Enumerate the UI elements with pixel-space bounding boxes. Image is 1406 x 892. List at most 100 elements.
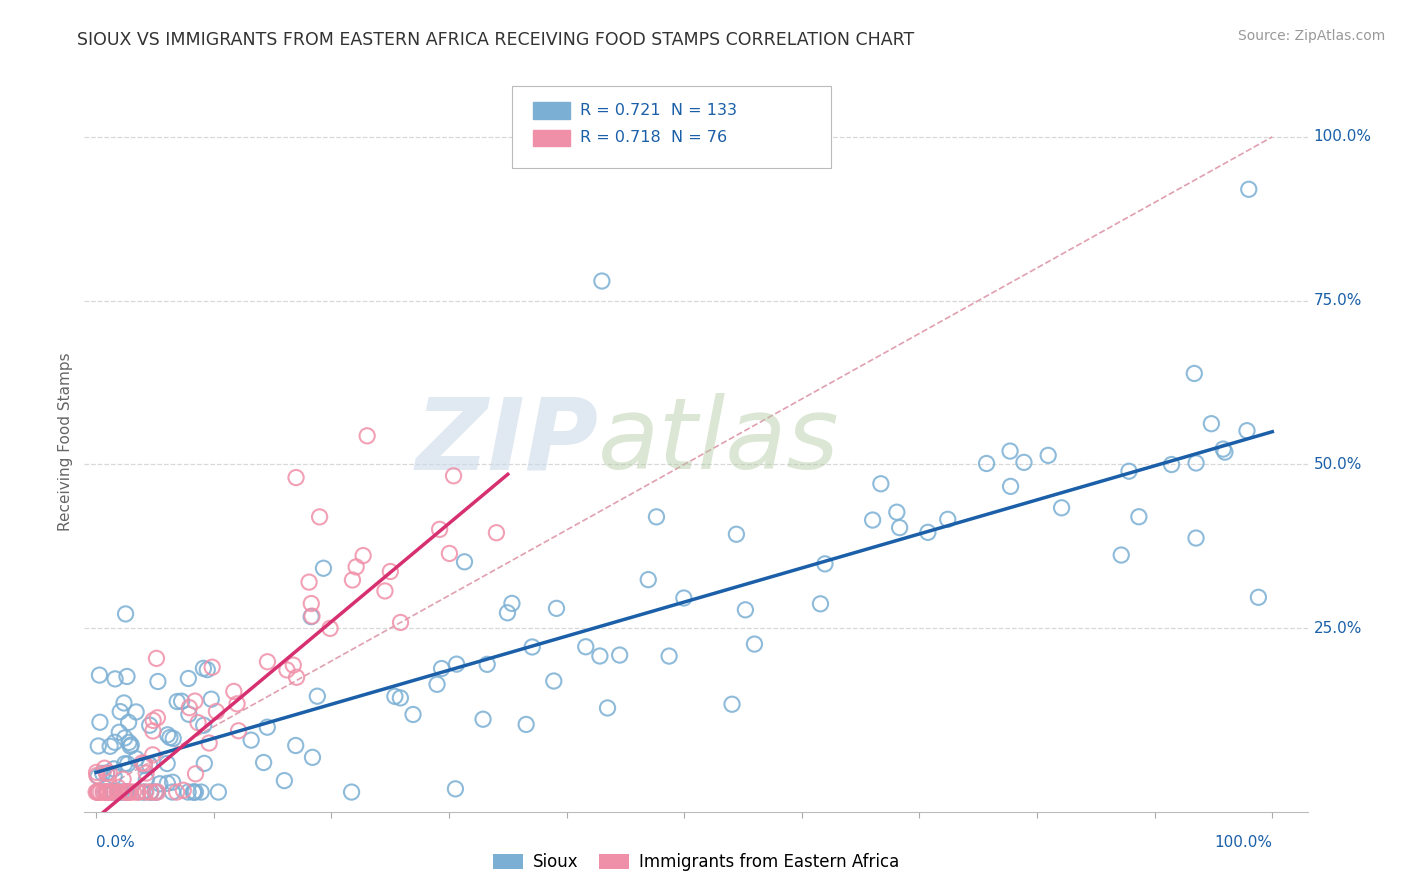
Point [496, 606, 519, 620]
Point [319, 621, 342, 635]
FancyBboxPatch shape [513, 87, 831, 168]
Point [389, 615, 412, 630]
Point [170, 694, 193, 708]
Point [439, 546, 461, 560]
Point [1185, 456, 1208, 470]
Point [122, 785, 145, 799]
Point [108, 785, 131, 799]
Point [166, 785, 188, 799]
Point [1160, 458, 1182, 472]
Point [356, 429, 378, 443]
Point [114, 731, 136, 745]
Point [96, 766, 118, 780]
Point [110, 705, 132, 719]
Point [162, 731, 184, 746]
Point [117, 715, 139, 730]
Point [91, 766, 114, 780]
Point [1182, 367, 1205, 381]
Point [84, 785, 107, 799]
Point [862, 513, 884, 527]
Point [285, 670, 308, 684]
Text: 0.0%: 0.0% [96, 835, 135, 850]
Point [101, 785, 124, 799]
Point [125, 705, 148, 719]
Point [198, 736, 221, 750]
Point [998, 444, 1021, 458]
Point [475, 657, 498, 672]
Point [86, 765, 108, 780]
Point [112, 785, 135, 799]
Point [389, 690, 412, 705]
Point [177, 707, 200, 722]
Text: ZIP: ZIP [415, 393, 598, 490]
Point [453, 555, 475, 569]
Point [1012, 455, 1035, 469]
Point [522, 640, 544, 654]
Point [252, 756, 274, 770]
Point [301, 609, 323, 624]
Point [96, 785, 118, 799]
Point [177, 785, 200, 799]
Point [103, 785, 125, 799]
Point [131, 756, 153, 770]
Point [104, 672, 127, 686]
Point [1000, 479, 1022, 493]
Point [117, 756, 139, 771]
Point [917, 525, 939, 540]
Point [591, 274, 613, 288]
Point [139, 785, 162, 799]
Point [226, 697, 249, 711]
Point [107, 785, 129, 799]
Point [240, 733, 263, 747]
Point [179, 700, 201, 714]
Point [402, 707, 425, 722]
Point [283, 658, 305, 673]
Point [114, 756, 136, 771]
Point [1050, 500, 1073, 515]
Point [725, 527, 748, 541]
Point [721, 698, 744, 712]
Point [195, 663, 218, 677]
Point [190, 785, 212, 799]
Point [142, 714, 165, 728]
Point [96, 785, 118, 799]
Point [340, 785, 363, 799]
Point [886, 505, 908, 519]
Point [87, 785, 110, 799]
Point [103, 785, 125, 799]
Point [744, 637, 766, 651]
Point [443, 468, 465, 483]
Point [472, 712, 495, 726]
Text: 75.0%: 75.0% [1313, 293, 1362, 308]
Point [143, 785, 166, 799]
Point [89, 668, 111, 682]
Bar [533, 103, 569, 119]
Point [546, 601, 568, 615]
Point [1201, 417, 1223, 431]
Point [146, 674, 169, 689]
Point [111, 785, 134, 799]
Point [89, 785, 111, 799]
Point [342, 573, 364, 587]
Point [143, 785, 166, 799]
Point [298, 575, 321, 590]
Point [142, 747, 165, 762]
Point [97, 785, 120, 799]
Point [299, 597, 322, 611]
Point [156, 756, 179, 771]
Point [201, 660, 224, 674]
Point [193, 718, 215, 732]
Point [134, 785, 156, 799]
Point [115, 669, 138, 683]
Point [352, 549, 374, 563]
Point [89, 715, 111, 730]
Point [134, 756, 156, 771]
Point [172, 783, 194, 797]
Point [256, 720, 278, 734]
Point [115, 785, 138, 799]
Point [936, 512, 959, 526]
Point [138, 757, 160, 772]
Point [156, 776, 179, 790]
Text: SIOUX VS IMMIGRANTS FROM EASTERN AFRICA RECEIVING FOOD STAMPS CORRELATION CHART: SIOUX VS IMMIGRANTS FROM EASTERN AFRICA … [77, 31, 914, 49]
Point [162, 775, 184, 789]
